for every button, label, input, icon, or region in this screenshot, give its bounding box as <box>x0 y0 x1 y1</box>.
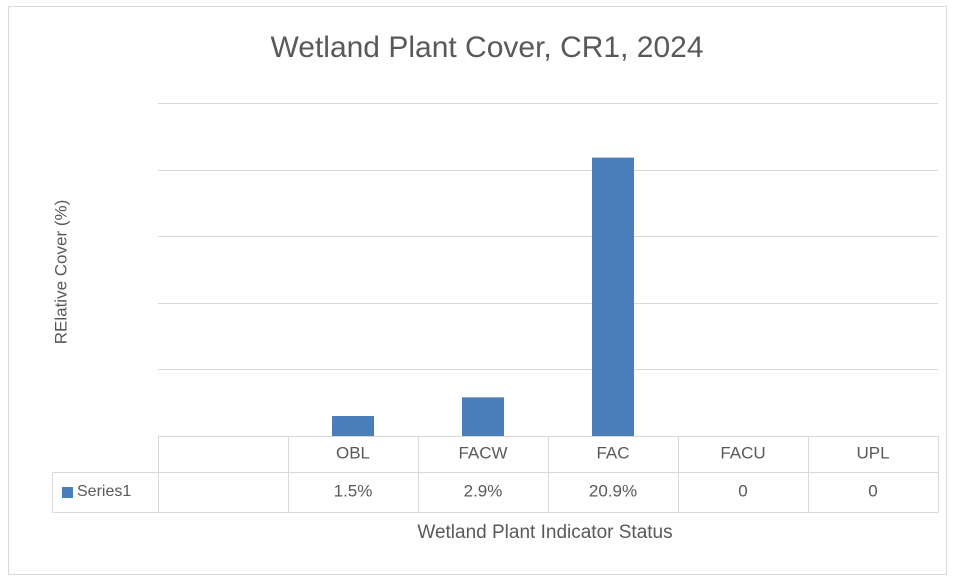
x-tick-label: FACW <box>458 443 507 462</box>
data-label: 0 <box>738 481 747 500</box>
x-tick-label: UPL <box>856 443 889 462</box>
data-label: 1.5% <box>334 481 373 500</box>
x-axis-label: Wetland Plant Indicator Status <box>417 522 672 543</box>
bar <box>332 416 374 436</box>
legend-label: Series1 <box>77 483 131 500</box>
legend-swatch <box>62 487 73 498</box>
chart-title: Wetland Plant Cover, CR1, 2024 <box>270 31 703 64</box>
x-tick-label: FAC <box>596 443 629 462</box>
bar <box>592 157 634 436</box>
x-tick-label: FACU <box>720 443 765 462</box>
data-label: 20.9% <box>589 481 637 500</box>
y-axis-label: RElative Cover (%) <box>51 200 70 345</box>
bar <box>462 397 504 436</box>
x-tick-label: OBL <box>336 443 370 462</box>
data-label: 2.9% <box>464 481 503 500</box>
chart-border <box>8 6 947 575</box>
data-label: 0 <box>868 481 877 500</box>
